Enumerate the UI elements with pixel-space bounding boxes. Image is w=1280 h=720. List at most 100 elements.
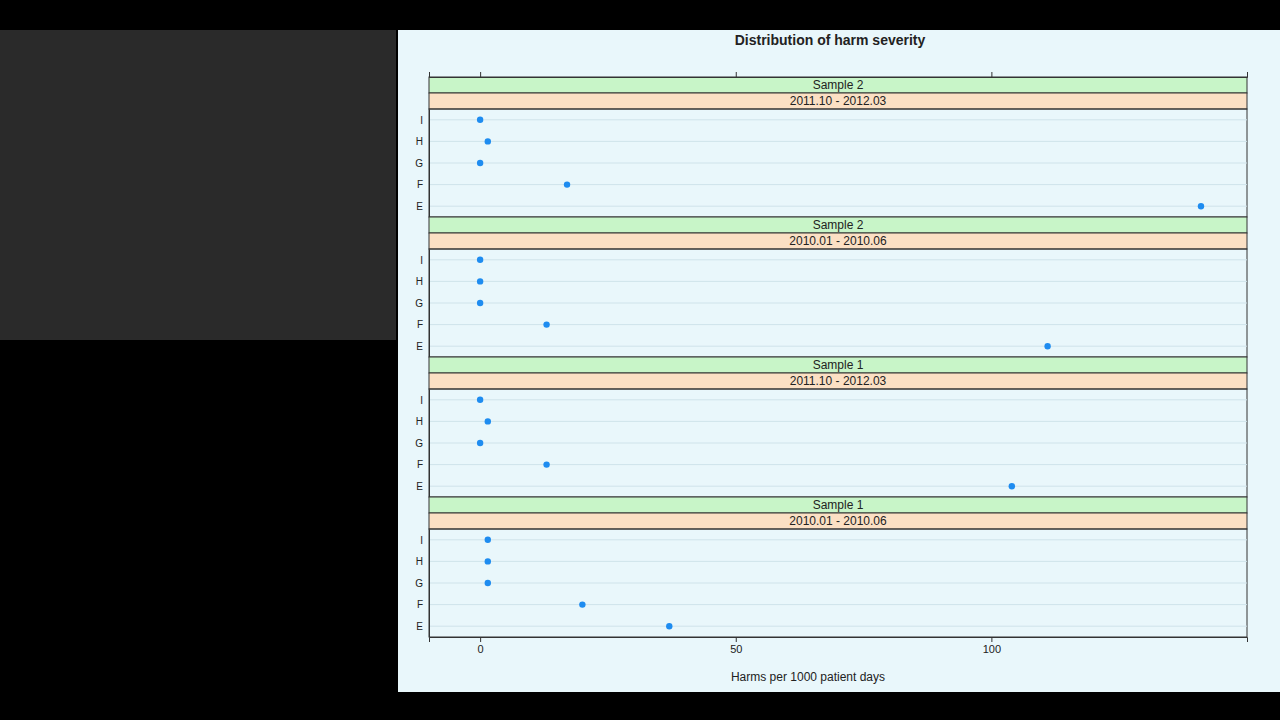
y-axis-line xyxy=(429,110,430,218)
grid-line xyxy=(429,626,1247,627)
x-axis-top-line xyxy=(430,72,1248,78)
x-tick: 50 xyxy=(730,637,742,655)
dot xyxy=(485,558,491,564)
strip-period xyxy=(429,233,1247,249)
y-tick: F xyxy=(417,599,429,610)
grid-line xyxy=(429,583,1247,584)
strip-sample xyxy=(429,217,1247,233)
grid-line xyxy=(429,184,1247,185)
y-tick-label: F xyxy=(417,179,423,190)
dot xyxy=(485,418,491,424)
y-tick-label: F xyxy=(417,459,423,470)
y-tick-label: I xyxy=(420,395,423,406)
y-tick: E xyxy=(416,481,429,492)
y-axis-line xyxy=(429,250,430,358)
dot xyxy=(477,257,483,263)
strip-sample-label: Sample 1 xyxy=(813,358,864,372)
x-tick-mark xyxy=(480,637,481,642)
y-tick: I xyxy=(420,535,429,546)
y-tick: I xyxy=(420,254,429,265)
dot xyxy=(543,461,549,467)
dot xyxy=(477,117,483,123)
y-tick: H xyxy=(416,276,429,287)
y-tick-label: I xyxy=(420,535,423,546)
x-top-tick xyxy=(991,72,992,77)
dot xyxy=(1198,203,1204,209)
y-tick-label: E xyxy=(416,621,423,632)
dot xyxy=(579,601,585,607)
y-axis-line xyxy=(429,530,430,638)
x-axis: 0 50 100 xyxy=(430,637,1248,655)
grid-line xyxy=(429,141,1247,142)
dot xyxy=(485,138,491,144)
y-tick: G xyxy=(415,438,429,449)
grid-line xyxy=(429,561,1247,562)
y-tick: I xyxy=(420,115,429,126)
y-tick-label: E xyxy=(416,341,423,352)
y-tick: G xyxy=(415,298,429,309)
dot xyxy=(666,623,672,629)
grid-line xyxy=(429,346,1247,347)
x-tick-label: 100 xyxy=(983,643,1001,655)
x-tick: 0 xyxy=(478,637,484,655)
grid-line xyxy=(429,324,1247,325)
x-top-tick xyxy=(736,72,737,77)
dots xyxy=(477,117,1204,210)
y-tick-label: G xyxy=(415,438,423,449)
strip-sample xyxy=(429,497,1247,513)
y-tick-label: F xyxy=(417,599,423,610)
y-tick: E xyxy=(416,201,429,212)
y-axis: IHGFE xyxy=(415,110,429,218)
y-tick: H xyxy=(416,416,429,427)
strip-period xyxy=(429,513,1247,529)
y-tick: I xyxy=(420,395,429,406)
title: Distribution of harm severity xyxy=(735,32,926,48)
strip-sample xyxy=(429,77,1247,93)
strip-sample-label: Sample 2 xyxy=(813,78,864,92)
dot xyxy=(1044,343,1050,349)
y-tick: G xyxy=(415,158,429,169)
dot xyxy=(485,537,491,543)
dot xyxy=(485,580,491,586)
y-tick: E xyxy=(416,341,429,352)
panel-frame xyxy=(429,249,1247,357)
strip-period xyxy=(429,93,1247,109)
chart-background xyxy=(398,30,1280,692)
y-tick-label: H xyxy=(416,416,423,427)
strip-period-label: 2010.01 - 2010.06 xyxy=(789,514,887,528)
video-area xyxy=(0,30,396,340)
strip-period-label: 2010.01 - 2010.06 xyxy=(789,234,887,248)
x-top-tick-mark xyxy=(991,72,992,77)
y-tick-label: G xyxy=(415,298,423,309)
panel: Sample 1 2011.10 - 2012.03 IHGFE xyxy=(415,357,1247,498)
y-tick-label: H xyxy=(416,136,423,147)
x-tick: 100 xyxy=(983,637,1001,655)
y-tick: F xyxy=(417,459,429,470)
y-axis: IHGFE xyxy=(415,530,429,638)
dot xyxy=(477,397,483,403)
dot xyxy=(564,181,570,187)
y-tick-label: G xyxy=(415,158,423,169)
grid-line xyxy=(429,539,1247,540)
panel-frame xyxy=(429,389,1247,497)
panel-frame xyxy=(429,529,1247,637)
canvas: Distribution of harm severity Sample 2 201… xyxy=(0,0,1280,720)
dot xyxy=(1009,483,1015,489)
y-axis: IHGFE xyxy=(415,250,429,358)
strip-period-label: 2011.10 - 2012.03 xyxy=(790,94,887,108)
strip-period-label: 2011.10 - 2012.03 xyxy=(790,374,887,388)
strip-period xyxy=(429,373,1247,389)
grid-line xyxy=(429,486,1247,487)
x-tick-label: 50 xyxy=(730,643,742,655)
dots xyxy=(485,537,673,630)
x-top-tick xyxy=(480,72,481,77)
y-tick: H xyxy=(416,556,429,567)
y-tick-label: E xyxy=(416,481,423,492)
y-tick-label: E xyxy=(416,201,423,212)
dots xyxy=(477,257,1051,350)
grid-line xyxy=(429,604,1247,605)
y-tick: H xyxy=(416,136,429,147)
y-axis: IHGFE xyxy=(415,390,429,498)
y-tick-label: G xyxy=(415,578,423,589)
y-tick: E xyxy=(416,621,429,632)
